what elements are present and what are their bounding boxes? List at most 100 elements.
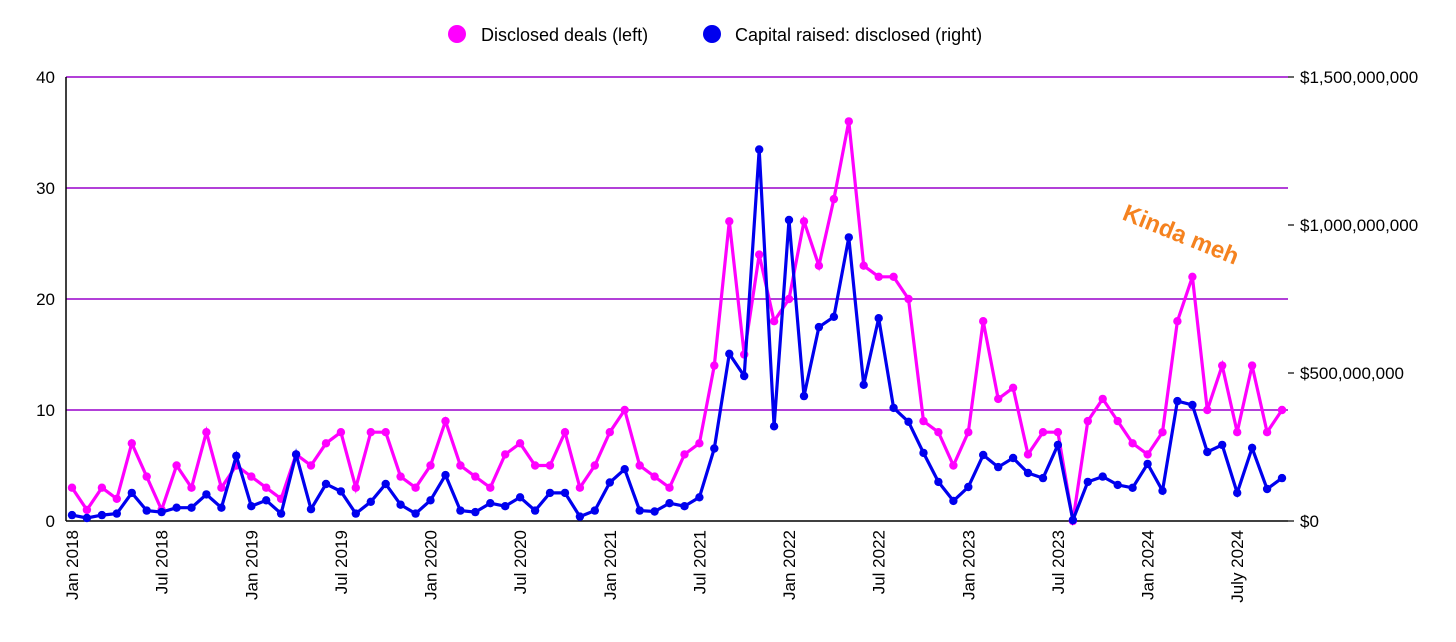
deals-point <box>755 250 764 259</box>
deals-point <box>1128 439 1137 448</box>
deals-point <box>456 461 465 470</box>
capital-point <box>919 448 928 458</box>
deals-point <box>187 483 196 492</box>
deals-point <box>1247 361 1257 370</box>
capital-point <box>949 496 958 506</box>
series-layer <box>67 117 1287 526</box>
x-tick-label: Jul 2019 <box>332 530 351 594</box>
capital-point <box>650 507 659 516</box>
deals-point <box>1008 383 1018 392</box>
deals-point <box>1143 450 1152 459</box>
x-tick-label: Jul 2020 <box>511 530 530 594</box>
deals-line <box>70 121 1284 522</box>
capital-point <box>1023 468 1033 478</box>
capital-point <box>486 499 495 508</box>
series-capital-raised <box>67 145 1287 526</box>
deals-point <box>1233 428 1242 437</box>
deals-point <box>605 428 614 437</box>
capital-point <box>635 506 644 515</box>
x-tick-label: Jan 2019 <box>242 530 261 600</box>
deals-point <box>1277 405 1287 415</box>
x-tick-label: Jan 2021 <box>601 530 620 600</box>
deals-point <box>381 428 390 437</box>
x-tick-label: Jan 2018 <box>63 530 82 600</box>
deals-point <box>590 461 599 470</box>
legend: Disclosed deals (left) Capital raised: d… <box>448 25 982 45</box>
capital-point <box>366 497 375 506</box>
capital-point <box>1262 484 1272 494</box>
capital-point <box>994 462 1003 472</box>
legend-item-deals[interactable]: Disclosed deals (left) <box>448 25 648 45</box>
capital-point <box>1233 488 1242 498</box>
deals-point <box>545 461 555 470</box>
capital-point <box>575 512 585 521</box>
capital-point <box>1203 447 1212 457</box>
capital-point <box>1277 473 1287 483</box>
deals-point <box>560 428 570 437</box>
deals-point <box>351 483 360 492</box>
capital-point <box>112 509 122 518</box>
capital-point <box>202 490 211 499</box>
deals-point <box>979 317 988 326</box>
capital-point <box>769 422 779 431</box>
capital-point <box>217 503 226 512</box>
deals-point <box>814 261 824 270</box>
deals-point <box>1218 361 1227 370</box>
deals-point <box>1023 450 1033 459</box>
deals-point <box>1262 428 1272 437</box>
deals-point <box>97 483 107 492</box>
capital-point <box>471 507 480 517</box>
deals-point <box>829 194 839 204</box>
capital-point <box>142 506 151 515</box>
capital-point <box>351 509 360 518</box>
deals-point <box>1158 428 1167 437</box>
capital-point <box>844 233 853 242</box>
capital-point <box>1247 443 1257 453</box>
deals-point <box>306 461 316 470</box>
x-tick-label: Jan 2022 <box>780 530 799 600</box>
legend-marker-capital <box>703 25 721 43</box>
deals-point <box>710 361 719 370</box>
deals-point <box>620 405 629 415</box>
capital-point <box>441 470 450 480</box>
capital-point <box>411 509 420 518</box>
capital-point <box>1143 459 1152 469</box>
capital-point <box>740 371 749 381</box>
y-right-tick-label: $0 <box>1300 512 1319 531</box>
legend-label-capital: Capital raised: disclosed (right) <box>735 25 982 45</box>
deals-point <box>426 461 435 470</box>
y-axis-right-labels: $0 $500,000,000 $1,000,000,000 $1,500,000,0… <box>1288 68 1418 531</box>
capital-point <box>262 496 271 505</box>
capital-point <box>1053 440 1063 450</box>
x-tick-label: Jul 2023 <box>1049 530 1068 594</box>
deals-point <box>441 416 450 426</box>
legend-item-capital[interactable]: Capital raised: disclosed (right) <box>703 25 982 45</box>
deals-point <box>919 416 928 426</box>
deals-point <box>1203 405 1212 415</box>
capital-point <box>725 349 734 358</box>
x-tick-label: Jul 2018 <box>153 530 172 594</box>
capital-point <box>187 503 196 512</box>
y-right-tick-label: $500,000,000 <box>1300 364 1404 383</box>
deals-point <box>650 472 659 481</box>
deals-point <box>336 428 346 437</box>
capital-point <box>1188 400 1197 410</box>
capital-point <box>904 417 913 426</box>
x-tick-label: Jan 2024 <box>1139 530 1158 600</box>
y-left-tick-label: 0 <box>46 512 55 531</box>
deals-point <box>172 461 181 470</box>
capital-point <box>291 450 301 459</box>
legend-marker-deals <box>448 25 466 43</box>
legend-label-deals: Disclosed deals (left) <box>481 25 648 45</box>
capital-point <box>755 145 764 154</box>
deals-point <box>994 394 1003 404</box>
deals-point <box>486 483 495 492</box>
x-axis-labels: Jan 2018 Jul 2018 Jan 2019 Jul 2019 Jan 2020… <box>63 530 1247 603</box>
deals-point <box>1098 394 1107 404</box>
capital-point <box>276 509 286 518</box>
capital-point <box>306 505 316 514</box>
capital-point <box>530 506 540 515</box>
x-tick-label: Jul 2022 <box>870 530 889 594</box>
capital-point <box>501 502 510 511</box>
deals-point <box>202 428 211 437</box>
